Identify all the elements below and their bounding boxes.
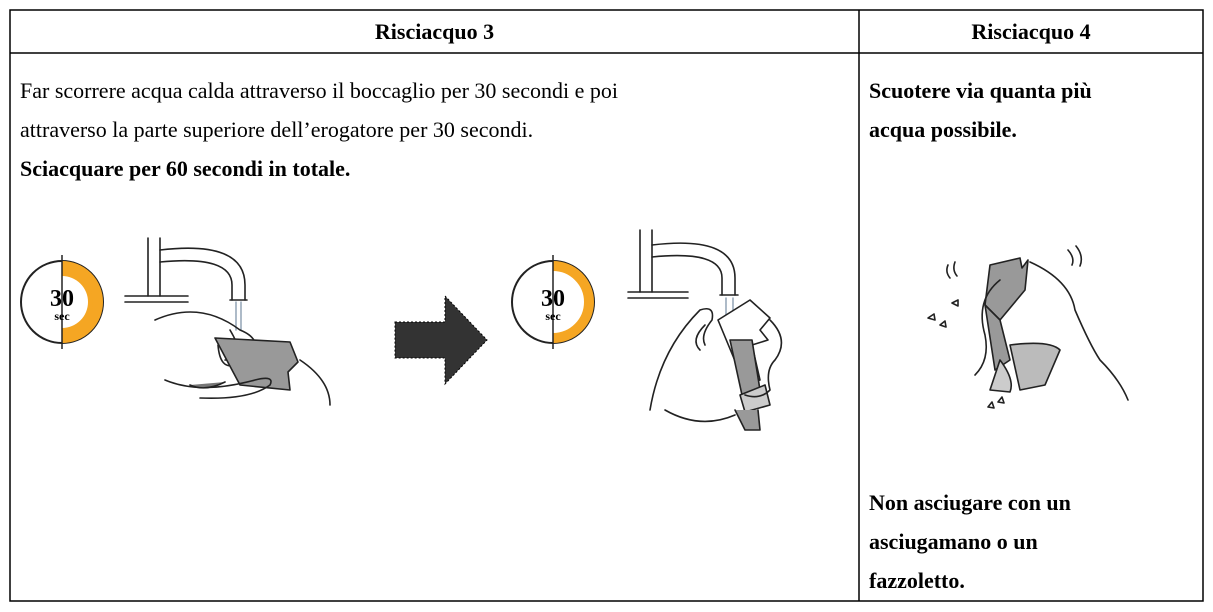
rinse-illustration xyxy=(124,237,331,406)
timer-number: 30 xyxy=(541,286,565,312)
timer-labels: 30 sec 30 sec xyxy=(50,286,565,323)
table-borders xyxy=(9,9,1204,602)
emphasis-line: Sciacquare per 60 secondi in totale. xyxy=(20,156,351,181)
timer-unit: sec xyxy=(54,309,70,323)
warning-line: asciugamano o un xyxy=(869,529,1038,554)
shake-illustration xyxy=(927,245,1129,409)
warning-line: Non asciugare con un xyxy=(869,490,1071,515)
timer-number: 30 xyxy=(50,286,74,312)
timer-icon xyxy=(20,255,104,349)
column-header: Risciacquo 4 xyxy=(971,19,1091,44)
instruction-line: attraverso la parte superiore dell’eroga… xyxy=(20,117,534,142)
instruction-line: Far scorrere acqua calda attraverso il b… xyxy=(20,78,619,103)
rinse-illustration xyxy=(627,229,783,431)
instruction-line: acqua possibile. xyxy=(869,117,1017,142)
timer-icon xyxy=(511,255,595,349)
instruction-line: Scuotere via quanta più xyxy=(869,78,1092,103)
timer-unit: sec xyxy=(545,309,561,323)
column-header: Risciacquo 3 xyxy=(374,19,495,44)
arrow xyxy=(394,294,488,386)
warning-line: fazzoletto. xyxy=(869,568,965,593)
